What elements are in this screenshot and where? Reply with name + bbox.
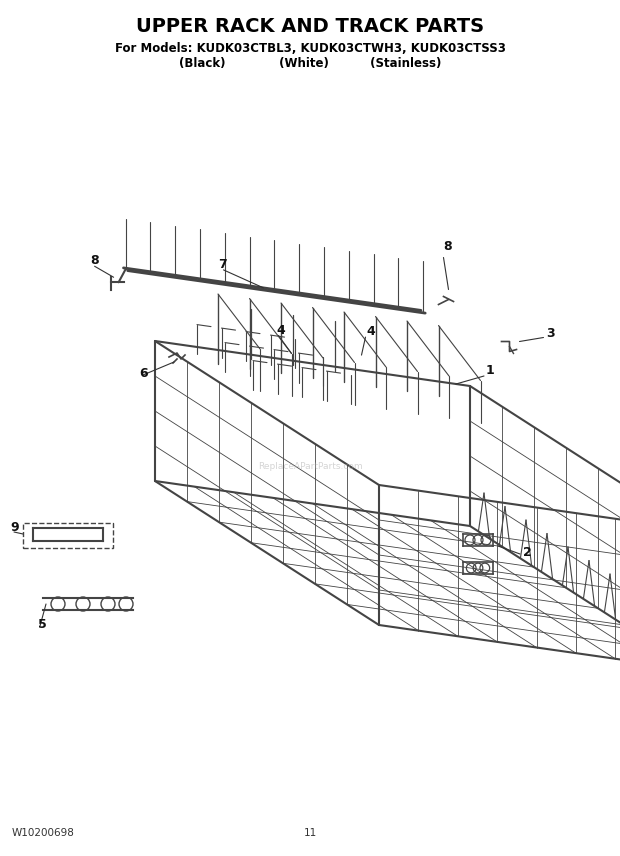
Text: 2: 2: [523, 546, 532, 559]
Text: 5: 5: [38, 618, 46, 631]
Text: 3: 3: [546, 326, 555, 340]
Text: For Models: KUDK03CTBL3, KUDK03CTWH3, KUDK03CTSS3: For Models: KUDK03CTBL3, KUDK03CTWH3, KU…: [115, 41, 505, 55]
Text: 9: 9: [10, 521, 19, 534]
Text: ReplaceAPartParts.com: ReplaceAPartParts.com: [258, 461, 362, 471]
Text: UPPER RACK AND TRACK PARTS: UPPER RACK AND TRACK PARTS: [136, 16, 484, 35]
Text: 11: 11: [303, 828, 317, 838]
Text: 1: 1: [486, 364, 495, 377]
Bar: [23, 523, 113, 548]
Text: 7: 7: [218, 258, 228, 270]
Text: 4: 4: [366, 325, 375, 338]
Text: 8: 8: [91, 254, 99, 267]
Text: 4: 4: [277, 324, 285, 336]
Text: W10200698: W10200698: [12, 828, 75, 838]
Text: 8: 8: [443, 240, 452, 253]
Text: (Black)             (White)          (Stainless): (Black) (White) (Stainless): [179, 56, 441, 69]
Text: 6: 6: [139, 367, 148, 380]
